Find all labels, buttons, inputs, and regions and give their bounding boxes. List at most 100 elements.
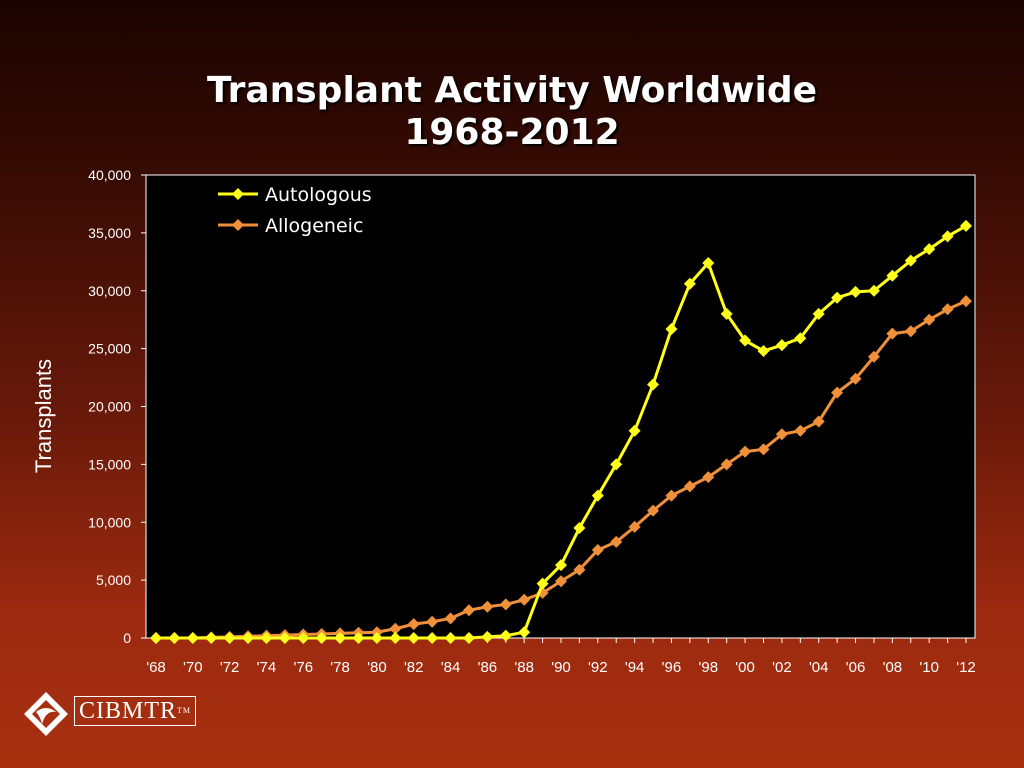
x-tick-label: '00 [735, 659, 755, 676]
data-point-allogeneic [867, 350, 880, 363]
x-tick-label: '72 [220, 659, 240, 676]
legend-marker-allogeneic [232, 219, 244, 231]
data-point-autologous [389, 632, 402, 644]
x-tick-label: '98 [698, 659, 718, 676]
y-tick-label: 20,000 [88, 399, 131, 415]
y-tick-label: 25,000 [88, 341, 131, 357]
data-point-autologous [518, 626, 531, 639]
x-tick-label: '76 [293, 659, 313, 676]
x-tick-label: '86 [478, 659, 498, 676]
data-point-allogeneic [518, 593, 531, 606]
data-point-autologous [555, 559, 567, 572]
data-point-autologous [886, 269, 899, 282]
data-point-allogeneic [702, 471, 715, 484]
data-point-autologous [591, 489, 604, 502]
data-point-autologous [242, 632, 255, 644]
data-point-autologous [481, 630, 494, 643]
data-point-autologous [150, 632, 162, 644]
data-point-allogeneic [886, 327, 899, 340]
data-point-allogeneic [831, 386, 844, 399]
data-point-allogeneic [683, 480, 696, 493]
data-point-autologous [297, 632, 310, 644]
x-tick-label: '92 [588, 659, 608, 676]
data-point-autologous [168, 632, 181, 644]
data-point-allogeneic [444, 612, 457, 625]
data-point-autologous [794, 332, 807, 345]
cibmtr-logo-label: CIBMTR [79, 698, 178, 724]
data-point-allogeneic [481, 600, 494, 613]
data-point-allogeneic [610, 535, 623, 548]
data-point-autologous [757, 344, 770, 357]
data-point-autologous [334, 632, 347, 644]
data-point-autologous [941, 230, 954, 243]
data-point-autologous [462, 632, 475, 644]
data-point-autologous [812, 307, 825, 320]
x-tick-label: '02 [772, 659, 792, 676]
data-point-allogeneic [923, 313, 936, 326]
y-tick-label: 10,000 [88, 514, 131, 530]
data-point-autologous [536, 577, 549, 590]
data-point-autologous [444, 632, 457, 644]
data-point-autologous [739, 334, 752, 347]
x-tick-label: '06 [846, 659, 866, 676]
cibmtr-logo-text: CIBMTRTM [74, 696, 197, 726]
data-point-autologous [720, 307, 733, 320]
data-point-autologous [702, 256, 715, 269]
data-point-allogeneic [407, 618, 420, 631]
y-axis-label: Transplants [31, 359, 56, 473]
x-tick-label: '04 [809, 659, 829, 676]
data-point-allogeneic [904, 325, 917, 338]
data-point-allogeneic [720, 458, 733, 471]
data-point-allogeneic [555, 575, 567, 588]
x-tick-label: '96 [662, 659, 682, 676]
data-point-allogeneic [775, 428, 788, 441]
data-point-autologous [683, 277, 696, 290]
y-tick-label: 15,000 [88, 456, 131, 472]
data-point-allogeneic [739, 445, 752, 458]
data-point-autologous [665, 322, 678, 335]
y-tick-label: 40,000 [88, 167, 131, 183]
data-point-autologous [186, 632, 199, 644]
data-point-allogeneic [591, 544, 604, 557]
legend-marker-autologous [232, 188, 244, 200]
x-tick-label: '78 [330, 659, 350, 676]
legend-label-autologous: Autologous [265, 184, 372, 206]
data-point-autologous [573, 522, 586, 535]
slide-title-line2: 1968-2012 [404, 112, 620, 153]
x-tick-label: '80 [367, 659, 387, 676]
y-tick-label: 0 [123, 630, 131, 646]
data-point-allogeneic [628, 520, 641, 533]
x-tick-label: '68 [146, 659, 166, 676]
data-point-autologous [960, 219, 972, 232]
data-point-autologous [407, 632, 420, 644]
data-point-autologous [223, 632, 236, 644]
x-tick-label: '88 [514, 659, 534, 676]
data-point-autologous [867, 284, 880, 297]
cibmtr-logo-tm: TM [177, 706, 192, 715]
cibmtr-logo: CIBMTRTM [22, 690, 197, 740]
x-tick-label: '94 [625, 659, 645, 676]
y-tick-label: 5,000 [96, 572, 131, 588]
slide-title: Transplant Activity Worldwide 1968-2012 [0, 70, 1024, 154]
x-tick-label: '08 [883, 659, 903, 676]
x-tick-label: '84 [441, 659, 461, 676]
data-point-autologous [904, 254, 917, 267]
data-point-allogeneic [794, 424, 807, 437]
y-tick-label: 30,000 [88, 283, 131, 299]
data-point-autologous [205, 632, 218, 644]
data-point-allogeneic [389, 622, 402, 635]
data-point-allogeneic [812, 415, 825, 428]
data-point-allogeneic [647, 504, 660, 517]
data-point-autologous [260, 632, 273, 644]
data-point-allogeneic [462, 604, 475, 617]
cibmtr-diamond-icon [24, 692, 68, 736]
data-point-autologous [923, 243, 936, 256]
data-point-autologous [849, 285, 862, 298]
x-tick-label: '10 [919, 659, 939, 676]
x-tick-label: '82 [404, 659, 424, 676]
data-point-autologous [831, 291, 844, 304]
x-tick-label: '70 [183, 659, 203, 676]
slide-title-line1: Transplant Activity Worldwide [206, 70, 818, 111]
data-point-autologous [315, 632, 328, 644]
